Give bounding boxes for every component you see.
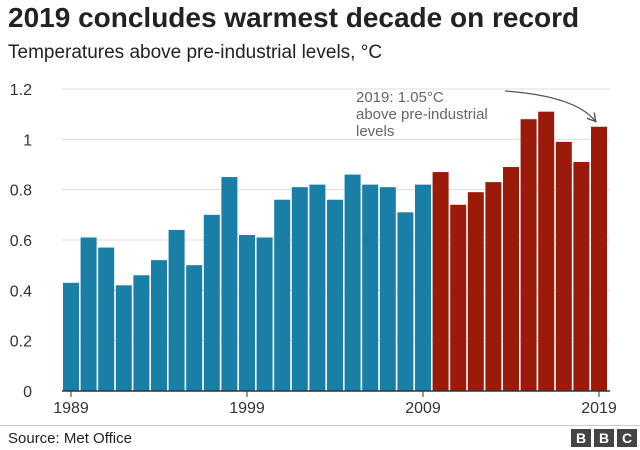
bar-1989	[63, 282, 79, 391]
y-tick-label: 1.2	[10, 82, 32, 99]
bar-2009	[415, 184, 431, 391]
temperature-bar-chart: 0 0.2 0.4 0.6 0.8 1 1.2 1989 1999 2009 2019 2019: …	[10, 82, 617, 417]
chart-title: 2019 concludes warmest decade on record	[8, 2, 580, 33]
y-tick-label: 0.8	[10, 183, 32, 200]
bar-2004	[327, 199, 343, 391]
x-tick-label: 1989	[53, 400, 89, 417]
y-tick-label: 1	[23, 132, 32, 149]
bar-1994	[151, 260, 167, 391]
bar-2017	[555, 141, 572, 391]
annotation-arrow	[504, 90, 595, 121]
x-tick-label: 2019	[581, 400, 617, 417]
bar-1993	[133, 275, 150, 391]
bar-2011	[450, 204, 467, 391]
bar-2014	[503, 167, 519, 391]
bar-1997	[203, 214, 220, 391]
logo-letter-b2: B	[594, 429, 614, 447]
bar-2006	[362, 184, 379, 391]
annotation-line: levels	[356, 123, 394, 140]
bar-2002	[291, 187, 308, 391]
bar-2010	[432, 172, 449, 391]
bar-1991	[98, 247, 115, 391]
y-tick-label: 0.6	[10, 233, 32, 250]
footer-divider	[0, 425, 640, 426]
bar-2018	[573, 161, 590, 391]
bar-2007	[379, 187, 396, 391]
bar-2001	[274, 199, 291, 391]
bar-2003	[309, 184, 326, 391]
annotation-line: 2019: 1.05°C	[356, 89, 444, 106]
y-tick-label: 0	[23, 384, 32, 401]
bar-1996	[186, 265, 203, 391]
bar-1990	[80, 237, 97, 391]
bar-2016	[538, 111, 555, 392]
bar-1992	[115, 285, 132, 391]
logo-letter-c: C	[617, 429, 637, 447]
logo-letter-b1: B	[571, 429, 591, 447]
bar-2015	[520, 119, 537, 391]
bar-1998	[221, 177, 238, 391]
bar-1995	[168, 229, 185, 391]
bar-2019	[591, 126, 607, 391]
annotation-line: above pre-industrial	[356, 106, 488, 123]
y-tick-label: 0.4	[10, 283, 32, 300]
bar-2000	[256, 237, 273, 391]
source-note: Source: Met Office	[8, 430, 132, 447]
x-tick-label: 1999	[229, 400, 265, 417]
bar-2012	[467, 192, 484, 391]
bar-2013	[485, 182, 502, 391]
bbc-logo: B B C	[571, 429, 637, 447]
x-tick-label: 2009	[405, 400, 441, 417]
bar-2005	[344, 174, 361, 391]
bar-1999	[239, 234, 255, 391]
bar-2008	[397, 212, 414, 391]
chart-subtitle: Temperatures above pre-industrial levels…	[8, 42, 383, 63]
y-tick-label: 0.2	[10, 334, 32, 351]
